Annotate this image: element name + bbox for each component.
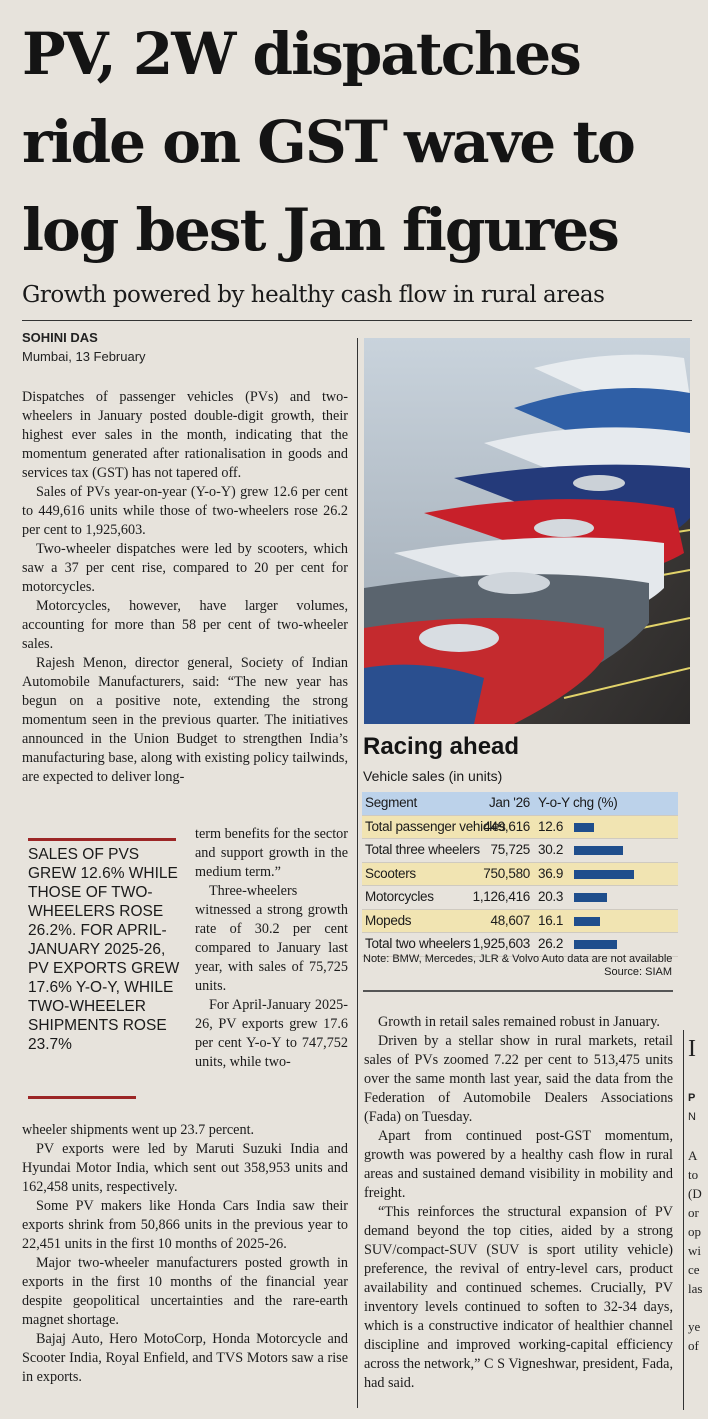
- headline-line-2: ride on GST wave to: [22, 108, 636, 176]
- article-paragraph: For April-January 2025-26, PV exports gr…: [195, 997, 348, 1070]
- yoy-change-value: 26.2: [538, 936, 564, 951]
- article-paragraph: “This reinforces the structural expansio…: [364, 1204, 673, 1391]
- segment-name: Total passenger vehicles: [365, 818, 506, 834]
- edge-fragment: or: [688, 1205, 699, 1220]
- adjacent-article-fragment: I P N A to (D or op wi ce las ye of: [688, 1040, 708, 1355]
- yoy-change-bar: [574, 869, 634, 879]
- table-row: Total three wheelers 75,725 30.2: [362, 839, 678, 863]
- article-paragraph: Two-wheeler dispatches were led by scoot…: [22, 541, 348, 595]
- edge-fragment: ce: [688, 1262, 700, 1277]
- table-row: Mopeds 48,607 16.1: [362, 909, 678, 933]
- edge-fragment: A: [688, 1148, 698, 1163]
- yoy-change-bar: [574, 822, 594, 832]
- chart-title: Racing ahead: [363, 733, 520, 760]
- column-divider: [357, 338, 358, 1408]
- article-paragraph: Rajesh Menon, director general, Society …: [22, 655, 348, 785]
- headline-line-3: log best Jan figures: [22, 196, 620, 264]
- segment-name: Total two wheelers: [365, 936, 471, 951]
- edge-fragment: I: [688, 1040, 696, 1062]
- column-header-segment: Segment: [365, 795, 417, 810]
- column-header-yoy-change: Y-o-Y chg (%): [538, 795, 618, 810]
- yoy-change-bar: [574, 916, 600, 926]
- article-paragraph: Three-wheelers witnessed a strong growth…: [195, 883, 348, 994]
- table-row: Total two wheelers 1,925,603 26.2: [362, 933, 678, 957]
- table-row: Scooters 750,580 36.9: [362, 862, 678, 886]
- headline: PV, 2W dispatches ride on GST wave to lo…: [22, 10, 692, 274]
- pull-quote-rule-bottom: [28, 1096, 136, 1099]
- chart-bottom-rule: [363, 990, 673, 992]
- cars-photo: [364, 338, 690, 724]
- article-paragraph: Some PV makers like Honda Cars India saw…: [22, 1198, 348, 1252]
- vehicle-sales-table: Segment Jan '26 Y-o-Y chg (%) Total pass…: [362, 792, 678, 957]
- pull-quote-rule-top: [28, 838, 176, 841]
- table-row: Total passenger vehicles 449,616 12.6: [362, 815, 678, 839]
- yoy-change-bar: [574, 893, 607, 902]
- article-paragraph: Motorcycles, however, have larger volume…: [22, 598, 348, 652]
- edge-fragment: [688, 1127, 708, 1146]
- right-edge-divider: [683, 1030, 684, 1410]
- byline-dateline: Mumbai, 13 February: [22, 349, 146, 364]
- segment-name: Mopeds: [365, 912, 412, 928]
- edge-fragment: ye: [688, 1319, 701, 1334]
- article-column-left-bottom: wheeler shipments went up 23.7 percent. …: [22, 1121, 348, 1387]
- headline-line-1: PV, 2W dispatches: [22, 20, 582, 88]
- chart-subtitle: Vehicle sales (in units): [363, 768, 503, 784]
- article-paragraph: Major two-wheeler manufacturers posted g…: [22, 1255, 348, 1328]
- edge-fragment: [688, 1298, 708, 1317]
- parked-cars-image: [364, 338, 690, 724]
- byline-author: SOHINI DAS: [22, 330, 98, 345]
- edge-fragment: wi: [688, 1243, 701, 1258]
- subheadline: Growth powered by healthy cash flow in r…: [22, 282, 605, 308]
- article-paragraph: Bajaj Auto, Hero MotoCorp, Honda Motorcy…: [22, 1331, 348, 1385]
- yoy-change-value: 30.2: [538, 842, 564, 857]
- column-header-jan26: Jan '26: [488, 795, 530, 810]
- yoy-change-value: 16.1: [538, 912, 564, 928]
- article-paragraph: Growth in retail sales remained robust i…: [378, 1014, 660, 1030]
- segment-name: Total three wheelers: [365, 842, 480, 857]
- edge-fragment: of: [688, 1338, 699, 1353]
- edge-fragment: to: [688, 1167, 699, 1182]
- chart-note: Note: BMW, Mercedes, JLR & Volvo Auto da…: [363, 953, 673, 965]
- article-column-right: Growth in retail sales remained robust i…: [364, 1013, 673, 1393]
- chart-source: Source: SIAM: [604, 966, 672, 978]
- article-paragraph: PV exports were led by Maruti Suzuki Ind…: [22, 1141, 348, 1195]
- subhead-divider: [22, 320, 692, 321]
- sales-value: 449,616: [483, 818, 530, 834]
- sales-value: 48,607: [490, 912, 531, 928]
- article-column-left-middle: term benefits for the sector and support…: [195, 825, 348, 1072]
- segment-name: Motorcycles: [365, 889, 434, 904]
- yoy-change-bar: [574, 846, 623, 855]
- sales-value: 75,725: [490, 842, 531, 857]
- sales-value: 1,925,603: [472, 936, 531, 951]
- edge-fragment: N: [688, 1111, 696, 1123]
- article-paragraph: Driven by a stellar show in rural market…: [364, 1033, 673, 1125]
- article-column-left-top: Dispatches of passenger vehicles (PVs) a…: [22, 388, 348, 787]
- table-row: Motorcycles 1,126,416 20.3: [362, 886, 678, 910]
- yoy-change-bar: [574, 940, 617, 949]
- segment-name: Scooters: [365, 865, 416, 881]
- article-paragraph: term benefits for the sector and support…: [195, 826, 348, 880]
- article-paragraph: Apart from continued post-GST momentum, …: [364, 1128, 673, 1201]
- edge-fragment: (D: [688, 1186, 702, 1201]
- pull-quote: Sales of PVs grew 12.6% while those of t…: [28, 846, 180, 1053]
- article-paragraph: Sales of PVs year-on-year (Y-o-Y) grew 1…: [22, 484, 348, 538]
- edge-fragment: P: [688, 1092, 696, 1104]
- edge-fragment: op: [688, 1224, 701, 1239]
- yoy-change-value: 20.3: [538, 889, 564, 904]
- article-paragraph: Dispatches of passenger vehicles (PVs) a…: [22, 389, 348, 481]
- edge-fragment: las: [688, 1281, 703, 1296]
- edge-fragment: [688, 1070, 708, 1089]
- sales-value: 750,580: [483, 865, 530, 881]
- article-paragraph: wheeler shipments went up 23.7 percent.: [22, 1122, 255, 1138]
- yoy-change-value: 12.6: [538, 818, 564, 834]
- sales-value: 1,126,416: [472, 889, 531, 904]
- yoy-change-value: 36.9: [538, 865, 564, 881]
- table-header-row: Segment Jan '26 Y-o-Y chg (%): [362, 792, 678, 816]
